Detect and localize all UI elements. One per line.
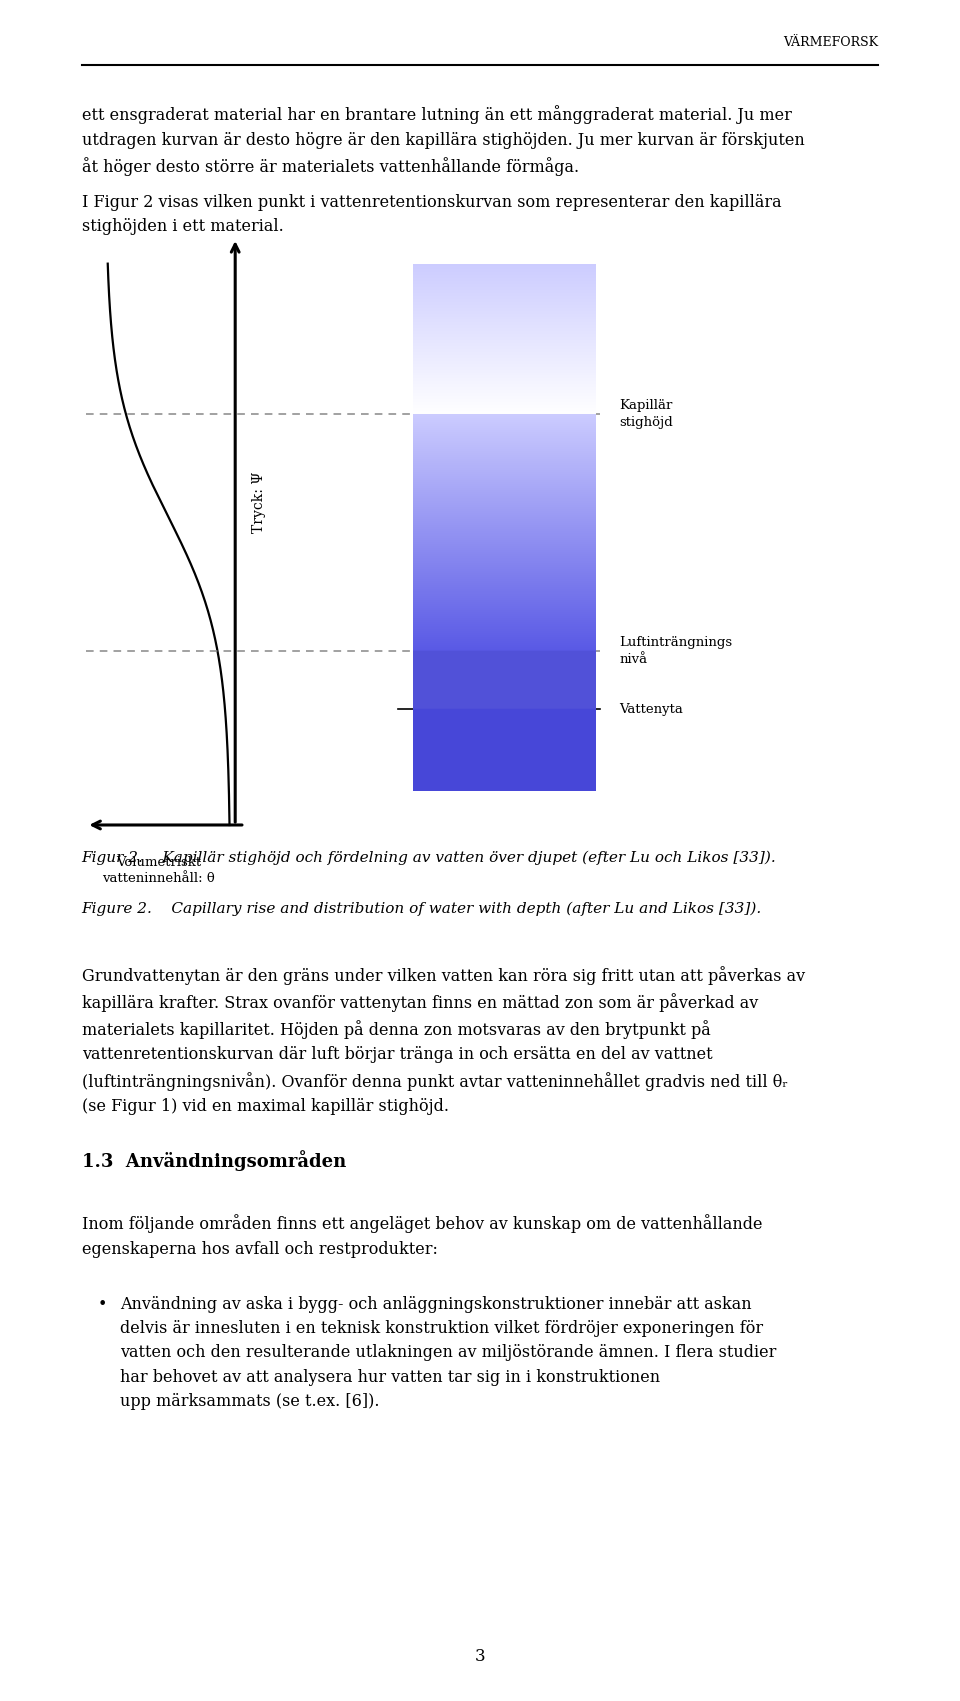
Text: VÄRMEFORSK: VÄRMEFORSK — [783, 36, 878, 49]
Text: I Figur 2 visas vilken punkt i vattenretentionskurvan som representerar den kapi: I Figur 2 visas vilken punkt i vattenret… — [82, 194, 781, 235]
Text: 1.3  Användningsområden: 1.3 Användningsområden — [82, 1150, 346, 1170]
Text: Inom följande områden finns ett angeläget behov av kunskap om de vattenhållande
: Inom följande områden finns ett angeläge… — [82, 1215, 762, 1257]
Text: ∇: ∇ — [507, 668, 519, 687]
Text: •: • — [98, 1296, 108, 1313]
Text: ett ensgraderat material har en brantare lutning än ett månggraderat material. J: ett ensgraderat material har en brantare… — [82, 105, 804, 175]
Text: Användning av aska i bygg- och anläggningskonstruktioner innebär att askan
delvi: Användning av aska i bygg- och anläggnin… — [120, 1296, 777, 1410]
Text: Figure 2.    Capillary rise and distribution of water with depth (after Lu and L: Figure 2. Capillary rise and distributio… — [82, 902, 762, 915]
Text: Tryck: Ψ: Tryck: Ψ — [252, 471, 266, 532]
Text: Vattenyta: Vattenyta — [619, 703, 684, 716]
Text: Kapillär
stighöjd: Kapillär stighöjd — [619, 400, 673, 429]
Text: Luftinträngnings
nivå: Luftinträngnings nivå — [619, 636, 732, 667]
Text: Figur 2.    Kapillär stighöjd och fördelning av vatten över djupet (efter Lu och: Figur 2. Kapillär stighöjd och fördelnin… — [82, 850, 777, 864]
Text: Grundvattenytan är den gräns under vilken vatten kan röra sig fritt utan att påv: Grundvattenytan är den gräns under vilke… — [82, 966, 804, 1114]
Text: Volumetriskt
vatteninnehåll: θ: Volumetriskt vatteninnehåll: θ — [102, 856, 215, 885]
Text: 3: 3 — [474, 1648, 486, 1665]
